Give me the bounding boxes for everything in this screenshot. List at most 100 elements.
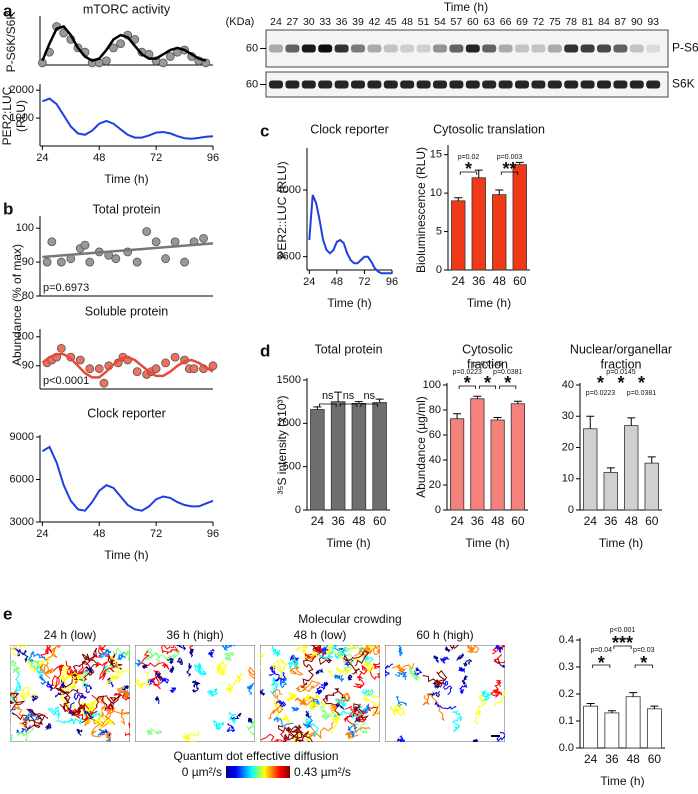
trajectory bbox=[273, 716, 294, 727]
x-tick-label: 24 bbox=[311, 514, 325, 528]
lane-label: 24 bbox=[270, 16, 282, 28]
trajectory bbox=[398, 645, 403, 657]
series-line bbox=[41, 352, 214, 379]
y-tick-label: 20 bbox=[562, 441, 574, 453]
trajectory bbox=[422, 670, 448, 688]
y-tick-label: 15 bbox=[430, 149, 442, 161]
trajectory bbox=[495, 645, 504, 653]
trajectory bbox=[247, 717, 253, 723]
trajectory bbox=[135, 672, 151, 690]
trajectory bbox=[58, 693, 89, 712]
band bbox=[269, 80, 283, 89]
trajectory bbox=[105, 664, 120, 685]
trajectory bbox=[343, 650, 370, 675]
point bbox=[165, 52, 175, 61]
point bbox=[132, 257, 142, 267]
trajectory bbox=[116, 686, 130, 700]
trajectory bbox=[207, 648, 215, 658]
x-tick-label: 24 bbox=[584, 514, 598, 528]
point bbox=[101, 56, 111, 66]
annotation: p=0.04 bbox=[590, 647, 612, 654]
annotation: p=0.0381 bbox=[493, 369, 522, 376]
x-tick-label: 96 bbox=[207, 528, 219, 540]
trajectory bbox=[110, 655, 130, 675]
y-tick-label: 40 bbox=[429, 454, 441, 466]
error-bar bbox=[513, 400, 522, 404]
trajectory bbox=[141, 664, 148, 669]
band bbox=[416, 44, 431, 53]
band bbox=[547, 80, 562, 89]
annotation: p=0.6973 bbox=[43, 282, 89, 294]
band bbox=[564, 44, 579, 53]
y-tick-label: 40 bbox=[562, 379, 574, 391]
lane-label: 75 bbox=[549, 16, 561, 28]
trajectory bbox=[43, 645, 62, 679]
trajectory bbox=[96, 697, 112, 725]
trajectory bbox=[228, 711, 237, 725]
trajectory bbox=[317, 645, 338, 661]
point bbox=[75, 355, 85, 365]
trajectory bbox=[143, 648, 161, 660]
bracket bbox=[360, 403, 379, 407]
trajectory bbox=[309, 693, 327, 710]
trajectory bbox=[58, 671, 79, 711]
trajectory bbox=[329, 692, 351, 714]
trajectory bbox=[327, 666, 354, 680]
crowding-title: Molecular crowding bbox=[298, 612, 401, 626]
trajectory bbox=[391, 663, 415, 675]
trajectory bbox=[44, 723, 52, 730]
trajectory bbox=[429, 690, 440, 698]
annotation: p=0.003 bbox=[497, 154, 523, 161]
trajectory bbox=[36, 664, 47, 677]
annotation: * bbox=[598, 653, 605, 673]
y-tick-label: 0 bbox=[568, 504, 574, 516]
x-axis-label: Time (h) bbox=[104, 548, 148, 562]
trajectory bbox=[161, 645, 180, 655]
series-line bbox=[42, 242, 214, 259]
error-bar bbox=[493, 417, 502, 420]
band bbox=[482, 80, 497, 89]
trajectory bbox=[336, 645, 356, 657]
point bbox=[180, 257, 189, 267]
band bbox=[515, 80, 529, 89]
trajectory bbox=[10, 726, 14, 740]
point bbox=[158, 58, 168, 68]
error-bar bbox=[334, 391, 343, 402]
bracket bbox=[499, 385, 517, 389]
bar bbox=[604, 712, 620, 749]
trajectory bbox=[456, 653, 465, 662]
trajectory bbox=[289, 658, 304, 676]
y-tick-label: 0.1 bbox=[559, 715, 574, 727]
y-tick-label: 0.2 bbox=[559, 688, 574, 700]
trajectory bbox=[260, 688, 265, 696]
blot-unit: (KDa) bbox=[226, 16, 255, 28]
x-tick-label: 72 bbox=[150, 528, 162, 540]
trajectory bbox=[135, 659, 141, 667]
trajectory bbox=[246, 720, 255, 736]
lane-label: 33 bbox=[319, 16, 331, 28]
y-tick-label: 60 bbox=[429, 429, 441, 441]
band bbox=[465, 44, 480, 53]
band bbox=[285, 80, 300, 89]
point bbox=[111, 254, 121, 264]
x-tick-label: 24 bbox=[36, 528, 48, 540]
band bbox=[613, 44, 628, 53]
trajectory bbox=[328, 706, 341, 734]
trajectory bbox=[304, 693, 318, 710]
chart-title: Soluble protein bbox=[85, 304, 168, 318]
trajectory bbox=[121, 684, 129, 691]
annotation: * bbox=[597, 373, 604, 393]
trajectory bbox=[10, 645, 27, 656]
trajectory bbox=[27, 651, 40, 670]
bracket bbox=[458, 385, 476, 389]
chart-title: Clock reporter bbox=[87, 406, 166, 420]
trajectory bbox=[366, 645, 380, 656]
point bbox=[208, 361, 218, 371]
error-bar bbox=[647, 456, 656, 464]
x-tick-label: 48 bbox=[491, 514, 505, 528]
lane-label: 51 bbox=[418, 16, 430, 28]
trajectory bbox=[226, 723, 236, 733]
annotation: * bbox=[640, 653, 647, 673]
annotation: * bbox=[465, 159, 472, 179]
